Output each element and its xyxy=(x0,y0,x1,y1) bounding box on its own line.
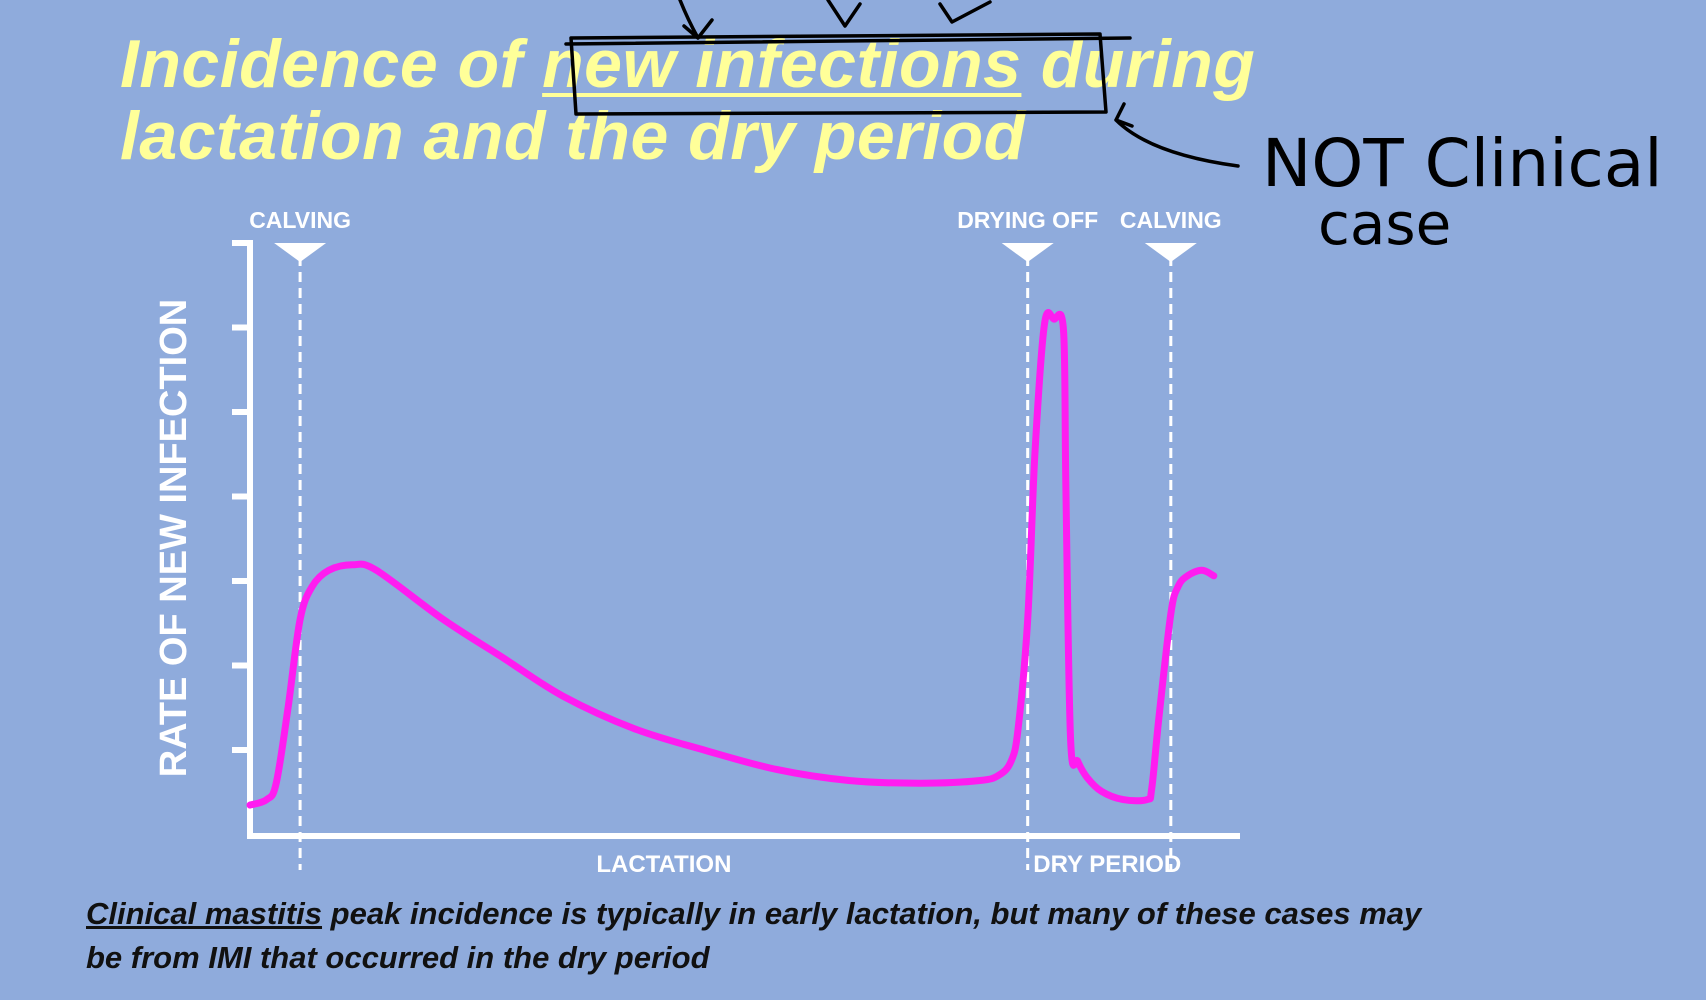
y-axis-label: RATE OF NEW INFECTION xyxy=(153,299,195,778)
marker-label: DRYING OFF xyxy=(957,207,1098,233)
marker-triangle xyxy=(1144,243,1197,262)
ink-down-arrow-1 xyxy=(678,0,714,40)
caption-line-2: be from IMI that occurred in the dry per… xyxy=(86,940,710,975)
marker-triangle xyxy=(274,243,327,262)
marker-triangle xyxy=(1001,243,1054,262)
ink-down-arrow-3 xyxy=(938,0,992,24)
title-pre: Incidence of xyxy=(120,26,543,102)
ink-arrow-to-title xyxy=(1114,102,1240,168)
ink-box-top-line xyxy=(564,36,1132,46)
caption: Clinical mastitis peak incidence is typi… xyxy=(86,892,1506,980)
marker-label: CALVING xyxy=(1120,207,1222,233)
handwritten-annotation: NOT Clinical case xyxy=(564,0,1663,258)
ink-box xyxy=(569,32,1108,116)
caption-line-1: Clinical mastitis peak incidence is typi… xyxy=(86,892,1506,936)
handwritten-note-line2: case xyxy=(1318,190,1451,258)
chart-plot: RATE OF NEW INFECTION CALVING DRYING OFF CA… xyxy=(153,207,1240,878)
phase-label: LACTATION xyxy=(596,851,731,878)
marker-label: CALVING xyxy=(249,207,351,233)
phase-label: DRY PERIOD xyxy=(1033,851,1181,878)
ink-down-arrow-2 xyxy=(826,0,862,28)
series-line xyxy=(246,309,1218,809)
handwritten-note-line1: NOT Clinical xyxy=(1262,125,1663,202)
caption-rest-line1: peak incidence is typically in early lac… xyxy=(322,896,1422,931)
caption-underlined-term: Clinical mastitis xyxy=(86,896,323,931)
